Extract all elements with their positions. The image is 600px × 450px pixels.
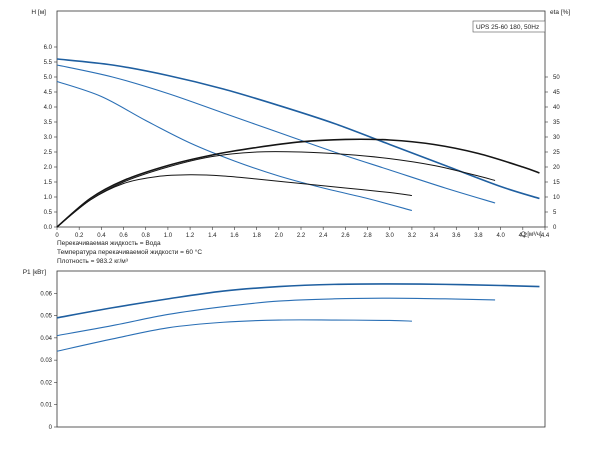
y2-tick-label: 45	[553, 90, 560, 96]
x-tick-label: 2.2	[297, 233, 306, 239]
x-tick-label: 2.4	[319, 233, 328, 239]
x-tick-label: 0.2	[75, 233, 84, 239]
x-tick-label: 1.0	[164, 233, 173, 239]
x-tick-label: 1.4	[208, 233, 217, 239]
efficiency-curve	[56, 174, 412, 228]
y-tick-label: 5.5	[44, 60, 53, 66]
chart-title: UPS 25-60 180, 50Hz	[476, 24, 539, 31]
x-tick-label: 2.6	[341, 233, 350, 239]
x-tick-label: 0.6	[119, 233, 128, 239]
x-tick-label: 3.2	[408, 233, 417, 239]
y2-tick-label: 20	[553, 165, 560, 171]
x-tick-label: 0	[55, 233, 59, 239]
x-tick-label: 1.8	[252, 233, 261, 239]
y2-tick-label: 25	[553, 150, 560, 156]
power-plot-area	[56, 270, 546, 428]
x-tick-label: 3.8	[474, 233, 483, 239]
p1-tick-label: 0.05	[40, 314, 52, 320]
y-tick-label: 2.5	[44, 150, 53, 156]
y2-tick-label: 5	[553, 210, 557, 216]
head-plot-area	[56, 10, 546, 228]
power-curve	[56, 283, 540, 319]
y2-axis-label-eta: eta [%]	[550, 9, 570, 16]
x-tick-label: 2.0	[275, 233, 284, 239]
efficiency-curve	[56, 138, 540, 228]
y2-tick-label: 40	[553, 105, 560, 111]
y2-tick-label: 15	[553, 180, 560, 186]
y-tick-label: 0.0	[44, 225, 53, 231]
x-tick-label: 3.6	[452, 233, 461, 239]
p1-tick-label: 0.02	[40, 380, 52, 386]
x-tick-label: 1.6	[230, 233, 239, 239]
x-tick-label: 1.2	[186, 233, 195, 239]
p1-tick-label: 0.01	[40, 403, 52, 409]
x-tick-label: 0.8	[142, 233, 151, 239]
p1-tick-label: 0.06	[40, 291, 52, 297]
y-tick-label: 4.5	[44, 90, 53, 96]
x-tick-label: 4.2	[519, 233, 528, 239]
y2-tick-label: 10	[553, 195, 560, 201]
y-tick-label: 6.0	[44, 45, 53, 51]
chart-title-box	[472, 20, 546, 33]
p1-tick-label: 0	[49, 425, 53, 431]
head-curve	[56, 58, 540, 200]
x-tick-label: 3.4	[430, 233, 439, 239]
power-curve	[56, 319, 412, 352]
x-axis-label-q: Q [м³/ч]	[521, 232, 542, 238]
y2-tick-label: 30	[553, 135, 560, 141]
y-tick-label: 3.0	[44, 135, 53, 141]
y-axis-label-h: H [м]	[31, 9, 46, 16]
y-tick-label: 3.5	[44, 120, 53, 126]
y2-tick-label: 50	[553, 75, 560, 81]
x-tick-label: 4.4	[541, 233, 550, 239]
x-tick-label: 2.8	[363, 233, 372, 239]
p1-tick-label: 0.03	[40, 358, 52, 364]
head-curve	[56, 80, 413, 212]
y-tick-label: 2.0	[44, 165, 53, 171]
x-tick-label: 4.0	[496, 233, 505, 239]
p1-tick-label: 0.04	[40, 336, 52, 342]
y-tick-label: 4.0	[44, 105, 53, 111]
note-density: Плотность = 983.2 кг/м³	[57, 258, 129, 265]
note-temperature: Температура перекачиваемой жидкости = 60…	[57, 248, 202, 256]
y-tick-label: 1.0	[44, 195, 53, 201]
y2-tick-label: 0	[553, 225, 557, 231]
note-liquid: Перекачиваемая жидкость = Вода	[57, 240, 161, 247]
x-tick-label: 3.0	[386, 233, 395, 239]
efficiency-curve	[56, 151, 496, 228]
power-curve	[56, 297, 496, 337]
head-curve	[56, 64, 496, 204]
y-tick-label: 5.0	[44, 75, 53, 81]
y-tick-label: 0.5	[44, 210, 53, 216]
y-axis-label-p1: P1 [кВт]	[23, 269, 47, 276]
y2-tick-label: 35	[553, 120, 560, 126]
y-tick-label: 1.5	[44, 180, 53, 186]
x-tick-label: 0.4	[97, 233, 106, 239]
